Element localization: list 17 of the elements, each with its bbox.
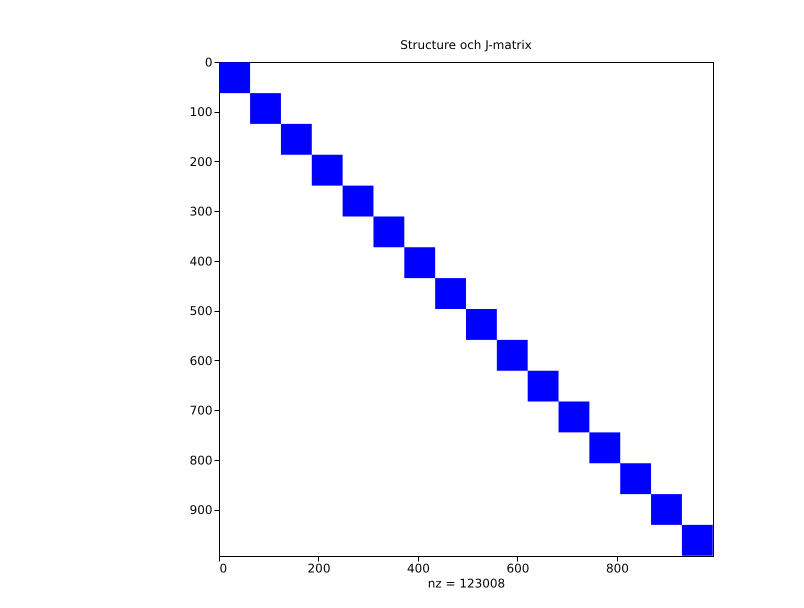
x-tick-label: 400	[407, 562, 430, 576]
x-tick-label: 200	[308, 562, 330, 576]
x-tick-label: 600	[506, 562, 530, 576]
y-tick-label: 200	[190, 154, 212, 169]
y-tick-label: 400	[190, 254, 212, 268]
y-tick-label: 700	[190, 404, 212, 418]
x-tick-label: 0	[220, 562, 228, 576]
chart-title: Structure och J-matrix	[400, 38, 532, 52]
y-tick-label: 100	[190, 105, 212, 120]
y-tick-label: 900	[190, 503, 212, 518]
y-tick-label: 300	[190, 204, 212, 219]
y-tick-label: 500	[190, 304, 212, 318]
y-tick-label: 600	[190, 354, 212, 368]
y-tick-label: 800	[190, 453, 212, 468]
x-axis-title: nz = 123008	[428, 576, 506, 590]
x-tick-label: 800	[606, 562, 629, 576]
y-tick-label: 0	[204, 56, 212, 70]
